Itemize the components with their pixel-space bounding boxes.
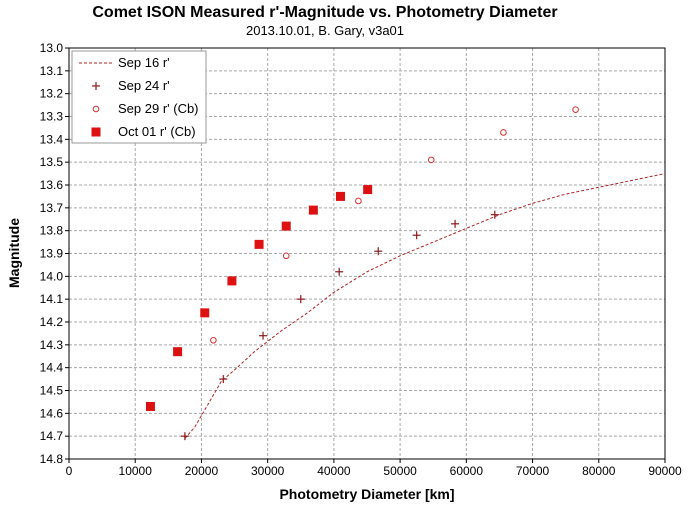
- grid-lines: [69, 48, 665, 459]
- y-tick-label-12: 14.2: [40, 315, 64, 329]
- series-1-point-6: [412, 231, 421, 240]
- series-2-point-3: [427, 156, 435, 164]
- y-tick-label-10: 14.0: [40, 269, 64, 283]
- series-3-point-2: [200, 308, 210, 318]
- y-tick-label-1: 13.1: [40, 64, 64, 78]
- y-tick-label-17: 14.7: [40, 429, 64, 443]
- series-3-point-0: [145, 401, 155, 411]
- series-1-point-1: [219, 375, 228, 384]
- x-tick-label-7: 70000: [516, 464, 550, 478]
- series-1-point-8: [490, 210, 499, 219]
- y-tick-label-15: 14.5: [40, 384, 64, 398]
- series-2-point-5: [572, 106, 579, 113]
- series-2-point-4: [500, 129, 507, 136]
- y-axis-label: Magnitude: [6, 218, 22, 288]
- legend-label-sep29: Sep 29 r' (Cb): [118, 101, 199, 116]
- x-tick-label-1: 10000: [119, 464, 153, 478]
- legend-label-sep24: Sep 24 r': [118, 78, 170, 93]
- series-2-point-1: [282, 252, 290, 260]
- series-1-point-4: [335, 267, 344, 276]
- series-2: [210, 106, 579, 344]
- y-tick-label-6: 13.6: [40, 178, 64, 192]
- legend: Sep 16 r' Sep 24 r' Sep 29 r' (Cb) Oct 0…: [71, 50, 207, 144]
- series-1-point-0: [180, 432, 189, 441]
- series-3-point-3: [227, 276, 237, 286]
- series-2-point-0: [210, 336, 217, 344]
- legend-marker-sep24: [92, 82, 100, 90]
- series-1-point-2: [259, 331, 268, 340]
- legend-marker-oct01: [91, 127, 101, 137]
- series-1-point-7: [451, 219, 460, 228]
- x-tick-label-4: 40000: [317, 464, 351, 478]
- y-tick-label-7: 13.7: [40, 201, 64, 215]
- series-1-point-3: [296, 295, 305, 304]
- legend-label-sep16: Sep 16 r': [118, 55, 170, 70]
- y-tick-label-16: 14.6: [40, 406, 64, 420]
- legend-label-oct01: Oct 01 r' (Cb): [118, 124, 196, 139]
- chart-title: Comet ISON Measured r'-Magnitude vs. Pho…: [92, 4, 557, 21]
- series-3-point-7: [336, 191, 346, 201]
- series-1-point-5: [374, 247, 383, 256]
- chart-subtitle: 2013.10.01, B. Gary, v3a01: [246, 23, 404, 38]
- x-tick-label-5: 50000: [383, 464, 417, 478]
- series-3-point-8: [363, 185, 373, 195]
- series-1: [180, 210, 499, 441]
- series-3-point-6: [308, 205, 318, 215]
- series-0: [184, 173, 666, 439]
- y-tick-label-0: 13.0: [40, 41, 64, 55]
- x-axis-label: Photometry Diameter [km]: [279, 486, 454, 502]
- legend-marker-sep29: [92, 105, 100, 113]
- x-tick-label-3: 30000: [251, 464, 285, 478]
- series-3-point-4: [254, 239, 264, 249]
- series-0-line: [184, 173, 666, 439]
- series-3-point-5: [281, 221, 291, 231]
- series-3: [145, 185, 373, 411]
- legend-square-symbol: [91, 127, 101, 137]
- y-tick-label-13: 14.3: [40, 338, 64, 352]
- y-tick-label-3: 13.3: [40, 110, 64, 124]
- x-tick-label-8: 80000: [582, 464, 616, 478]
- x-tick-label-6: 60000: [450, 464, 484, 478]
- legend-circle-symbol: [92, 105, 100, 113]
- series-2-point-2: [355, 197, 362, 205]
- legend-plus-symbol: [92, 82, 100, 90]
- series-3-point-1: [173, 347, 183, 357]
- y-tick-label-14: 14.4: [40, 361, 64, 375]
- y-tick-label-18: 14.8: [40, 452, 64, 466]
- x-tick-label-9: 90000: [648, 464, 682, 478]
- series-layer: [145, 106, 666, 441]
- y-tick-label-4: 13.4: [40, 132, 64, 146]
- y-tick-label-11: 14.1: [40, 292, 64, 306]
- axis-ticks: 0 10000 20000 30000 40000 50000 60000 70000 8000…: [40, 41, 682, 478]
- y-tick-label-8: 13.8: [40, 224, 64, 238]
- y-tick-label-9: 13.9: [40, 247, 64, 261]
- y-tick-label-2: 13.2: [40, 87, 64, 101]
- y-tick-label-5: 13.5: [40, 155, 64, 169]
- x-tick-label-2: 20000: [185, 464, 219, 478]
- x-tick-label-0: 0: [66, 464, 73, 478]
